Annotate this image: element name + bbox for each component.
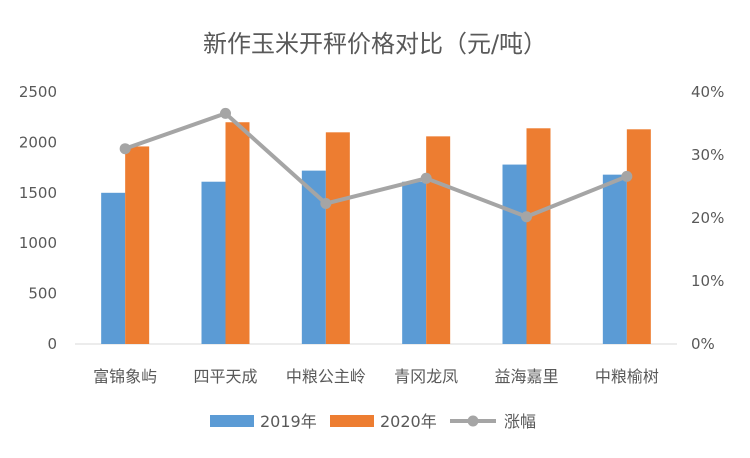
bar-2019年 <box>101 192 126 344</box>
line-point <box>320 198 332 210</box>
legend-marker <box>467 415 479 427</box>
bar-2019年 <box>602 174 627 344</box>
axes: 0 500 1000 1500 2000 2500 0% 10% 20% 30% 40% <box>19 83 725 353</box>
y-left-tick-label: 0 <box>47 335 57 353</box>
y-right-tick-label: 20% <box>691 209 724 227</box>
category-labels: 富锦象屿 四平天成 中粮公主岭 青冈龙凤 益海嘉里 中粮榆树 <box>93 367 659 386</box>
x-tick-label: 四平天成 <box>193 367 257 386</box>
bar-2020年 <box>225 122 250 345</box>
y-right-tick-label: 40% <box>691 83 724 101</box>
y-left-tick-label: 1500 <box>19 184 57 202</box>
bar-2020年 <box>426 136 451 344</box>
line-point <box>621 170 633 182</box>
bar-2019年 <box>301 170 326 344</box>
x-tick-label: 中粮公主岭 <box>286 367 366 386</box>
y-right-tick-label: 10% <box>691 272 724 290</box>
y-left-tick-label: 1000 <box>19 234 57 252</box>
y-left-tick-label: 2500 <box>19 83 57 101</box>
bar-2019年 <box>402 181 427 344</box>
line-series-涨幅 <box>124 111 628 219</box>
bar-2020年 <box>526 128 551 344</box>
line-point <box>420 172 432 184</box>
chart-title: 新作玉米开秤价格对比（元/吨） <box>203 30 547 58</box>
bar-2019年 <box>201 181 226 344</box>
y-right-tick-label: 0% <box>691 335 715 353</box>
bar-2020年 <box>626 129 651 344</box>
legend-swatch-2019年 <box>210 415 254 427</box>
y-left-tick-label: 500 <box>28 285 57 303</box>
x-tick-label: 益海嘉里 <box>494 367 558 386</box>
legend: 2019年 2020年 涨幅 <box>210 412 536 431</box>
line-point <box>521 211 532 223</box>
legend-swatch-2020年 <box>330 415 374 427</box>
y-left-tick-label: 2000 <box>19 133 57 151</box>
growth-line <box>119 107 633 223</box>
legend-label: 2020年 <box>380 412 437 431</box>
x-tick-label: 中粮榆树 <box>595 367 659 386</box>
x-tick-label: 青冈龙凤 <box>394 367 458 386</box>
bar-2019年 <box>502 164 527 344</box>
x-tick-label: 富锦象屿 <box>93 367 157 386</box>
legend-label: 2019年 <box>260 412 317 431</box>
legend-label: 涨幅 <box>504 412 536 431</box>
line-point <box>220 107 231 119</box>
bar-2020年 <box>325 132 350 344</box>
bar-2020年 <box>125 146 150 344</box>
y-right-tick-label: 30% <box>691 146 724 164</box>
bars <box>101 122 651 345</box>
line-point <box>119 143 131 155</box>
